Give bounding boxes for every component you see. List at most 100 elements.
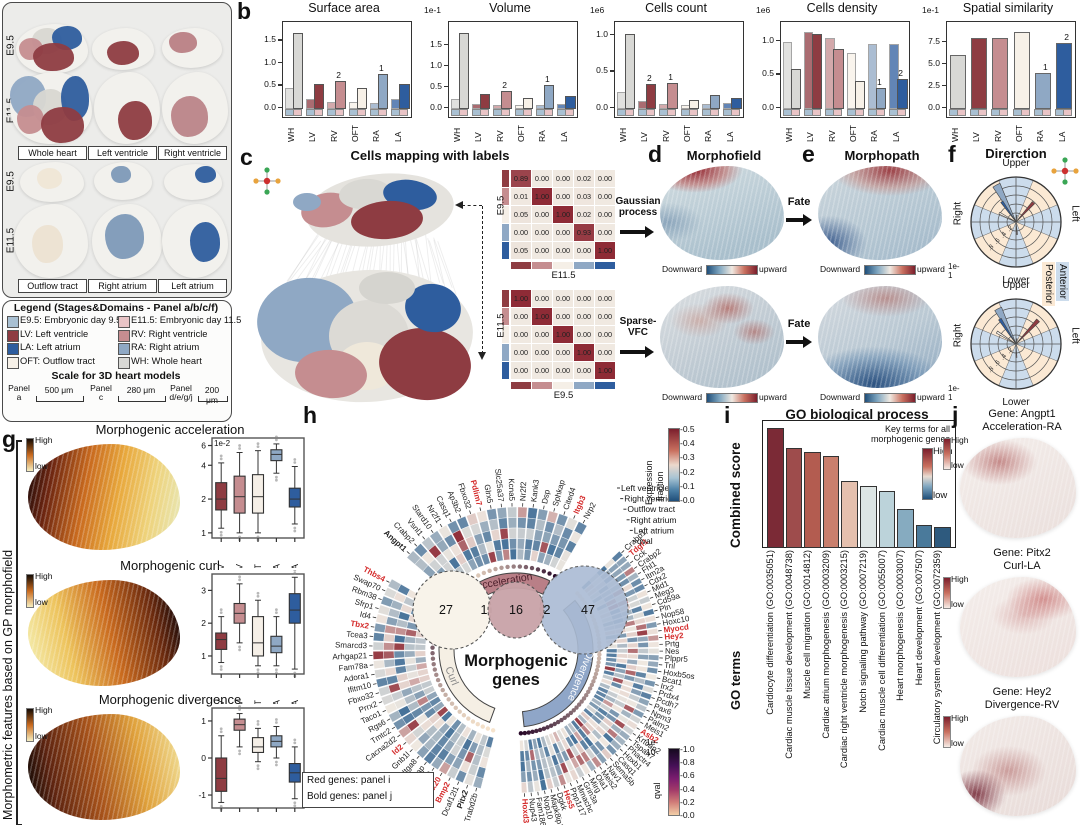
expression-tick: -0.1 bbox=[680, 480, 695, 491]
heatmap-cell bbox=[597, 685, 609, 695]
gene-label-Nr2f2: Nr2f2 bbox=[518, 481, 528, 502]
y-tick bbox=[444, 85, 449, 88]
gene-label-Tril: Tril bbox=[664, 661, 676, 671]
field-texture bbox=[960, 716, 1076, 816]
colorbar-low-label: low bbox=[35, 731, 48, 741]
qval-dot bbox=[530, 729, 535, 735]
key-terms-line2: morphogenic genes bbox=[870, 434, 950, 444]
caption-whole-heart: Whole heart bbox=[18, 146, 87, 160]
posterior-label: Posterior bbox=[1042, 262, 1055, 307]
svg-text:.4: .4 bbox=[999, 230, 1008, 239]
expression-tick: -0.3 bbox=[680, 452, 695, 463]
qval-dot bbox=[522, 730, 527, 736]
stage-strip-e115 bbox=[667, 108, 677, 116]
heatmap-cell bbox=[637, 654, 649, 661]
svg-text:.2: .2 bbox=[1006, 224, 1015, 233]
go-terms-label: GO terms bbox=[728, 650, 743, 710]
heatmap-cell bbox=[616, 648, 628, 654]
downward-upward-colorbar bbox=[706, 393, 758, 403]
bar-e115-RA bbox=[709, 95, 721, 109]
bar-e115-RV bbox=[667, 82, 678, 109]
matrix-cell: 0.00 bbox=[553, 188, 573, 205]
matrix-cell: 0.00 bbox=[511, 308, 531, 325]
y-tick bbox=[610, 33, 615, 35]
group-band-acceleration bbox=[459, 572, 551, 608]
qval-dot bbox=[592, 675, 598, 680]
matrix-cell: 0.00 bbox=[595, 188, 615, 205]
qval-dot bbox=[476, 573, 481, 578]
heart-domain-patch bbox=[33, 43, 74, 71]
heatmap-cell bbox=[466, 728, 478, 742]
heatmap-cell bbox=[604, 665, 616, 672]
heatmap-cell bbox=[428, 696, 442, 707]
qval-dot bbox=[485, 726, 491, 731]
gene-label-Kank3: Kank3 bbox=[529, 478, 541, 502]
matrix-cell: 0.00 bbox=[595, 224, 615, 241]
heatmap-cell bbox=[537, 768, 545, 781]
heatmap-cell bbox=[507, 506, 517, 518]
panel-b-label: b bbox=[237, 0, 252, 24]
downward-upward-colorbar bbox=[706, 265, 758, 275]
heatmap-cell bbox=[525, 528, 535, 541]
center-title: Morphogenic bbox=[464, 652, 568, 670]
y-tick-label: 0.5 bbox=[264, 79, 276, 90]
x-tick-label: LA bbox=[1056, 131, 1067, 142]
morphopath-gp bbox=[818, 166, 942, 260]
heatmap-cell bbox=[404, 643, 416, 651]
sparse-vfc-label: Sparse-VFC bbox=[619, 316, 657, 338]
direction-polar-vfc: .8.6.4.2 bbox=[970, 298, 1062, 390]
bar-RA bbox=[1034, 73, 1051, 109]
heatmap-cell bbox=[627, 648, 639, 654]
heatmap-cell bbox=[393, 642, 405, 651]
svg-text:3: 3 bbox=[201, 585, 206, 595]
qval-colorbar bbox=[668, 748, 680, 816]
field-texture bbox=[28, 580, 180, 686]
heatmap-cell bbox=[535, 518, 546, 532]
go-bar bbox=[934, 526, 951, 548]
colorbar-low-label: low bbox=[35, 461, 48, 471]
matrix-col-color bbox=[553, 382, 573, 389]
bar-chart-cells_count: 1e6 Cells count 0.0 0.5 1.0 WH 2 LV 1 RV OFT RA LA bbox=[584, 0, 747, 142]
heart-oft-e95 bbox=[20, 162, 84, 202]
colorbar-upward-label: upward bbox=[917, 264, 945, 274]
qval-dot bbox=[591, 679, 596, 684]
qval-dot bbox=[493, 566, 498, 572]
matrix-col-axis: E11.5 bbox=[551, 270, 576, 281]
heatmap-cell bbox=[637, 642, 649, 648]
heatmap-cell bbox=[374, 622, 387, 633]
caption-right-atrium: Right atrium bbox=[88, 279, 157, 293]
heatmap-cell bbox=[485, 736, 494, 749]
qval-tick: -0.8 bbox=[680, 757, 695, 768]
qval-dot bbox=[490, 728, 496, 733]
colorbar-downward-label: Downward bbox=[820, 264, 861, 274]
scale-bar bbox=[36, 396, 84, 402]
heatmap-cell bbox=[583, 707, 594, 718]
matrix-row-color bbox=[502, 326, 509, 343]
heatmap-cell bbox=[536, 737, 543, 749]
heatmap-cell bbox=[517, 548, 525, 560]
matrix-cell: 0.05 bbox=[511, 242, 531, 259]
bar-LA bbox=[1056, 42, 1073, 109]
matrix-cell: 0.00 bbox=[574, 290, 594, 307]
axis-scale-label: 1e-1 bbox=[922, 5, 940, 15]
heatmap-cell bbox=[585, 704, 597, 715]
polar-lower-label: Lower bbox=[1002, 397, 1030, 408]
bar-e115-OFT bbox=[356, 88, 367, 109]
y-tick-label: 2.5 bbox=[928, 79, 940, 90]
axis-scale-label: 1e6 bbox=[590, 5, 605, 15]
svg-text:2: 2 bbox=[201, 494, 206, 504]
y-tick-label: 1.0 bbox=[264, 56, 276, 67]
j-colorbar bbox=[943, 438, 951, 470]
anterior-label: Anterior bbox=[1056, 262, 1069, 302]
qval-dot bbox=[470, 719, 476, 724]
stage-strip-e115 bbox=[313, 108, 323, 116]
qval-dot bbox=[446, 697, 451, 702]
stage-strip-e115 bbox=[709, 108, 719, 116]
boxplot-acceleration_box: 1 2 4 6 1e-2 LV RV OFT RA LA bbox=[201, 435, 305, 568]
heatmap-cell bbox=[647, 634, 659, 642]
heatmap-cell bbox=[394, 626, 407, 636]
svg-text:LA: LA bbox=[290, 564, 300, 568]
bar-e115-RA bbox=[875, 88, 887, 109]
x-tick-label: WH bbox=[784, 127, 794, 142]
